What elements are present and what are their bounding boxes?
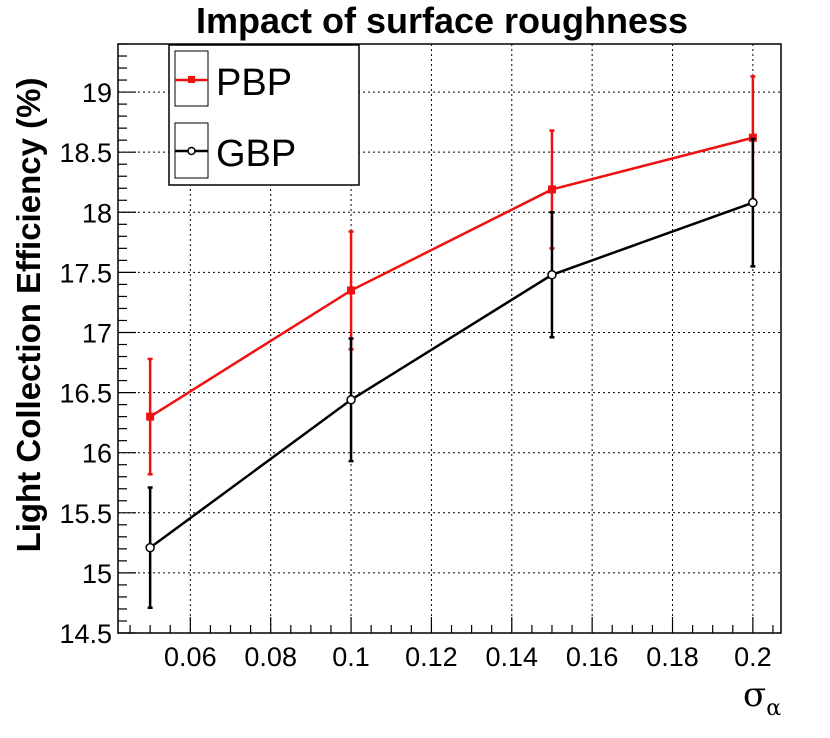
legend-label-gbp: GBP xyxy=(216,133,296,175)
data-point-pbp xyxy=(347,286,356,295)
x-tick-label: 0.18 xyxy=(646,642,699,672)
y-tick-label: 15 xyxy=(82,559,112,589)
data-point-gbp xyxy=(547,270,557,280)
data-point-gbp xyxy=(748,197,758,208)
y-axis-label: Light Collection Efficiency (%) xyxy=(10,78,47,553)
legend-box xyxy=(168,44,360,186)
series-line-pbp xyxy=(149,136,754,418)
data-point-pbp xyxy=(547,185,556,194)
y-tick-label: 18.5 xyxy=(59,138,112,168)
y-tick-label: 17 xyxy=(82,318,112,348)
axes: 0.06 0.08 0.1 0.12 0.14 0.16 0.18 0.2 14.5 15 15.5… xyxy=(59,43,782,672)
data-point-gbp xyxy=(145,542,155,553)
legend: PBP GBP xyxy=(168,44,360,186)
x-tick-label: 0.1 xyxy=(332,642,370,672)
y-tick-label: 14.5 xyxy=(59,619,112,649)
x-axis-label-main: σ xyxy=(743,675,766,715)
legend-marker-pbp xyxy=(188,76,195,83)
data-point-pbp xyxy=(146,412,155,421)
x-tick-label: 0.08 xyxy=(244,642,297,672)
x-tick-label: 0.14 xyxy=(486,642,539,672)
y-tick-label: 16 xyxy=(82,439,112,469)
y-tick-label: 17.5 xyxy=(59,258,112,288)
x-axis-label: σα xyxy=(743,675,781,721)
x-tick-label: 0.12 xyxy=(405,642,458,672)
legend-label-pbp: PBP xyxy=(216,62,292,104)
y-tick-label: 15.5 xyxy=(59,499,112,529)
series-line-gbp xyxy=(149,201,754,549)
plot-frame xyxy=(117,43,782,634)
chart-title: Impact of surface roughness xyxy=(196,0,688,41)
x-tick-label: 0.16 xyxy=(566,642,619,672)
x-axis-label-subscript: α xyxy=(766,696,781,721)
y-tick-label: 19 xyxy=(82,78,112,108)
legend-swatch-frame-pbp xyxy=(174,50,209,107)
data-point-gbp xyxy=(346,395,356,405)
x-tick-label: 0.06 xyxy=(164,642,217,672)
y-tick-label: 18 xyxy=(82,198,112,228)
x-tick-label: 0.2 xyxy=(734,642,772,672)
y-tick-label: 16.5 xyxy=(59,379,112,409)
series xyxy=(145,75,758,610)
legend-marker-gbp xyxy=(187,146,196,156)
